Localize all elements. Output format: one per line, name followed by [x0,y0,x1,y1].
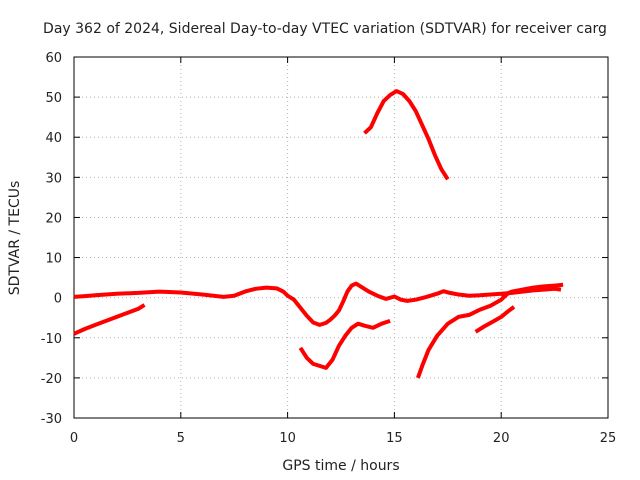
y-tick-label: 10 [45,252,62,267]
x-tick-label: 10 [279,431,296,446]
plot-frame [73,56,609,419]
x-tick-label: 25 [600,431,617,446]
y-tick-label: -30 [41,412,62,427]
series-line-evening-segment [474,305,516,334]
x-tick-label: 20 [493,431,510,446]
series-layer [73,89,564,379]
y-tick-label: 50 [45,91,62,106]
x-tick-label: 15 [386,431,403,446]
series-line-midday-trough [298,319,391,370]
series-line-night-rise [500,282,564,298]
y-axis-label: SDTVAR / TECUs [7,181,23,296]
y-tick-label: 20 [45,211,62,226]
y-tick-label: 0 [54,292,62,307]
y-tick-label: -10 [41,332,62,347]
series-line-track-near-zero [73,281,562,327]
x-tick-label: 5 [177,431,185,446]
x-axis-label: GPS time / hours [282,458,399,474]
tick-layer: 0 5 10 15 20 25 -30 -20 -10 0 10 20 30 40 50 60 [41,51,617,446]
x-tick-label: 0 [70,431,78,446]
y-tick-label: 30 [45,171,62,186]
y-tick-label: 40 [45,131,62,146]
y-tick-label: 60 [45,51,62,66]
chart-title: Day 362 of 2024, Sidereal Day-to-day VTE… [43,21,607,37]
series-line-morning-descent [73,303,146,336]
y-tick-label: -20 [41,372,62,387]
grid-layer [74,57,608,418]
series-line-late-recovery [416,292,509,379]
series-line-afternoon-peak [363,89,450,181]
